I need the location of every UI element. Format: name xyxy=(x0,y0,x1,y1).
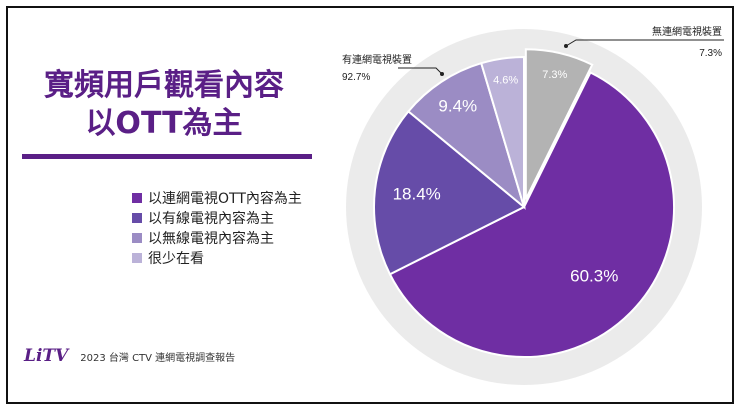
pie-slice-2 xyxy=(407,61,526,210)
title-underline xyxy=(22,154,312,159)
pie-value-label-1: 18.4% xyxy=(393,184,441,203)
pie-value-label-0: 60.3% xyxy=(570,266,618,285)
legend-swatch-ott xyxy=(132,193,142,203)
legend-swatch-rarely xyxy=(132,253,142,263)
page-title-line1: 寬頻用戶觀看內容 xyxy=(44,68,284,103)
legend-item-terrestrial: 以無線電視內容為主 xyxy=(132,228,302,248)
pie-slice-4 xyxy=(524,48,594,200)
callout-dot-left xyxy=(440,72,444,76)
callout-line-right xyxy=(565,39,724,47)
callouts: 有連網電視裝置 92.7% 無連網電視裝置 7.3% xyxy=(342,25,724,83)
callout-value-right: 7.3% xyxy=(699,48,722,59)
pie-value-label-2: 9.4% xyxy=(438,96,477,115)
pie-value-label-3: 4.6% xyxy=(493,75,518,87)
callout-value-left: 92.7% xyxy=(342,72,370,83)
page-title-line2: 以OTT為主 xyxy=(85,106,243,141)
pie-slice-1 xyxy=(373,109,526,276)
legend-item-cable: 以有線電視內容為主 xyxy=(132,208,302,228)
legend-item-ott: 以連網電視OTT內容為主 xyxy=(132,188,302,208)
callout-label-right: 無連網電視裝置 xyxy=(652,25,722,38)
footer: LiTV 2023 台灣 CTV 連網電視調查報告 xyxy=(24,346,235,366)
legend-swatch-terrestrial xyxy=(132,233,142,243)
legend: 以連網電視OTT內容為主 以有線電視內容為主 以無線電視內容為主 很少在看 xyxy=(132,188,302,268)
litv-logo: LiTV xyxy=(24,346,69,366)
legend-swatch-cable xyxy=(132,213,142,223)
pie-slices xyxy=(373,48,675,358)
legend-item-rarely: 很少在看 xyxy=(132,248,302,268)
callout-line-left xyxy=(398,67,443,75)
pie-slice-0 xyxy=(388,71,675,358)
legend-label-cable: 以有線電視內容為主 xyxy=(148,211,274,227)
callout-label-left: 有連網電視裝置 xyxy=(342,53,412,66)
pie-slice-3 xyxy=(480,55,525,208)
pie-value-label-4: 7.3% xyxy=(542,69,567,81)
legend-label-rarely: 很少在看 xyxy=(148,251,204,267)
source-note: 2023 台灣 CTV 連網電視調查報告 xyxy=(80,352,236,364)
callout-dot-right xyxy=(564,44,568,48)
legend-label-terrestrial: 以無線電視內容為主 xyxy=(148,231,274,247)
pie-value-labels: 7.3% 60.3% 18.4% 9.4% 4.6% xyxy=(393,69,619,285)
legend-label-ott: 以連網電視OTT內容為主 xyxy=(148,191,302,207)
